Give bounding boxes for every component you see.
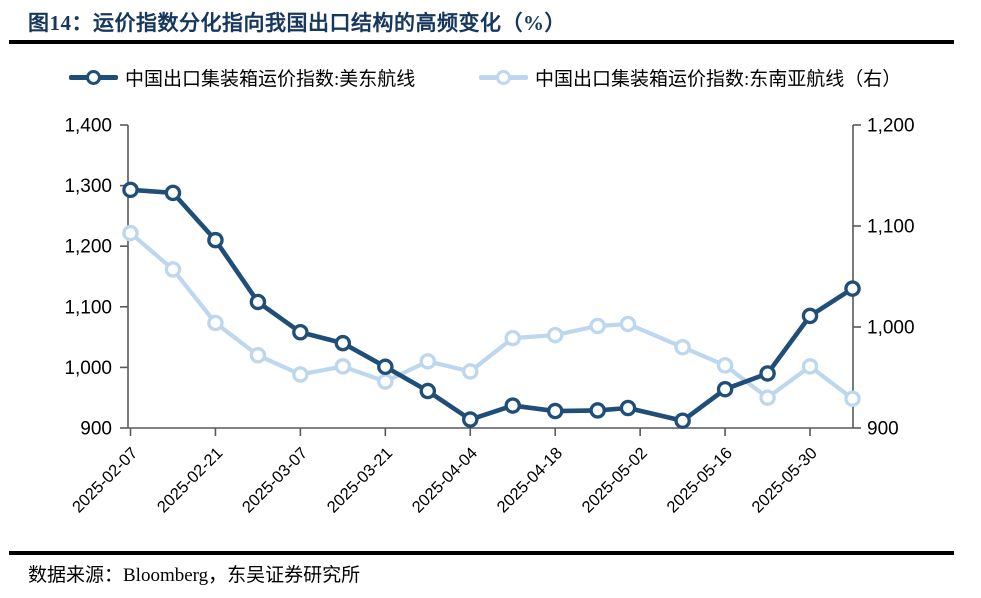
data-point-marker — [801, 358, 819, 375]
data-point-marker — [122, 224, 139, 242]
data-point-marker — [759, 365, 776, 382]
data-point-marker — [462, 411, 479, 428]
data-point-marker — [249, 293, 267, 311]
data-point-marker — [716, 357, 734, 374]
y-axis-left-tick-label: 1,200 — [64, 237, 112, 258]
legend-item-us-east: 中国出口集装箱运价指数:美东航线 — [69, 64, 415, 90]
data-point-marker — [207, 231, 224, 249]
data-point-marker — [419, 353, 437, 370]
data-point-marker — [207, 314, 224, 332]
y-axis-left-tick-label: 1,100 — [64, 297, 112, 318]
x-axis-tick-label: 2025-04-04 — [409, 444, 481, 516]
x-axis-tick-label: 2025-05-16 — [664, 444, 736, 516]
x-axis-tick-label: 2025-02-07 — [69, 444, 141, 516]
y-axis-left-tick-label: 1,000 — [64, 358, 112, 379]
data-point-marker — [801, 307, 819, 325]
data-point-marker — [419, 382, 437, 400]
y-axis-left-tick-label: 1,300 — [64, 176, 112, 197]
data-source-text: 数据来源：Bloomberg，东吴证券研究所 — [28, 565, 361, 586]
data-point-marker — [122, 181, 139, 199]
legend-label-southeast-asia: 中国出口集装箱运价指数:东南亚航线（右） — [535, 68, 902, 90]
x-axis-tick-label: 2025-03-07 — [239, 444, 311, 516]
data-point-marker — [674, 338, 691, 356]
y-axis-right-tick-label: 1,100 — [867, 217, 915, 238]
data-point-marker — [844, 390, 861, 407]
series-southeast-asia — [122, 224, 861, 407]
y-axis-right-tick-label: 1,000 — [867, 318, 915, 339]
data-point-marker — [164, 261, 182, 278]
data-point-marker — [619, 399, 637, 417]
data-point-marker — [377, 373, 394, 390]
data-point-marker — [334, 358, 352, 375]
data-point-marker — [589, 402, 606, 419]
data-point-marker — [292, 366, 309, 383]
data-point-marker — [844, 280, 861, 297]
y-axis-left-tick-label: 1,400 — [64, 116, 112, 137]
data-point-marker — [377, 358, 394, 376]
legend-label-us-east: 中国出口集装箱运价指数:美东航线 — [125, 68, 416, 90]
data-point-marker — [292, 324, 309, 341]
x-axis-tick-label: 2025-03-21 — [324, 444, 396, 516]
x-axis-tick-label: 2025-05-02 — [579, 444, 651, 516]
y-axis-right-tick-label: 1,200 — [867, 116, 915, 137]
data-point-marker — [249, 347, 267, 364]
data-point-marker — [164, 184, 182, 202]
figure-title: 图14：运价指数分化指向我国出口结构的高频变化（%） — [28, 11, 566, 35]
legend-item-southeast-asia: 中国出口集装箱运价指数:东南亚航线（右） — [479, 64, 901, 90]
x-axis-tick-label: 2025-04-18 — [494, 444, 566, 516]
y-axis-left-tick-label: 900 — [80, 419, 112, 440]
data-point-marker — [504, 397, 521, 414]
data-point-marker — [462, 363, 479, 380]
data-point-marker — [504, 329, 521, 347]
data-point-marker — [674, 412, 691, 429]
data-point-marker — [546, 402, 564, 420]
x-axis-tick-label: 2025-02-21 — [154, 444, 226, 516]
title-divider — [9, 40, 954, 44]
x-axis-tick-label: 2025-05-30 — [748, 444, 820, 516]
series-us-east — [122, 181, 861, 429]
legend-marker-southeast-asia-icon — [479, 69, 528, 86]
data-point-marker — [716, 380, 734, 398]
footer-divider — [9, 551, 954, 555]
data-point-marker — [546, 326, 564, 344]
legend-marker-us-east-icon — [69, 69, 118, 86]
data-point-marker — [589, 317, 606, 335]
data-point-marker — [619, 315, 637, 333]
data-point-marker — [759, 389, 776, 406]
data-point-marker — [334, 334, 352, 352]
y-axis-right-tick-label: 900 — [867, 419, 899, 440]
